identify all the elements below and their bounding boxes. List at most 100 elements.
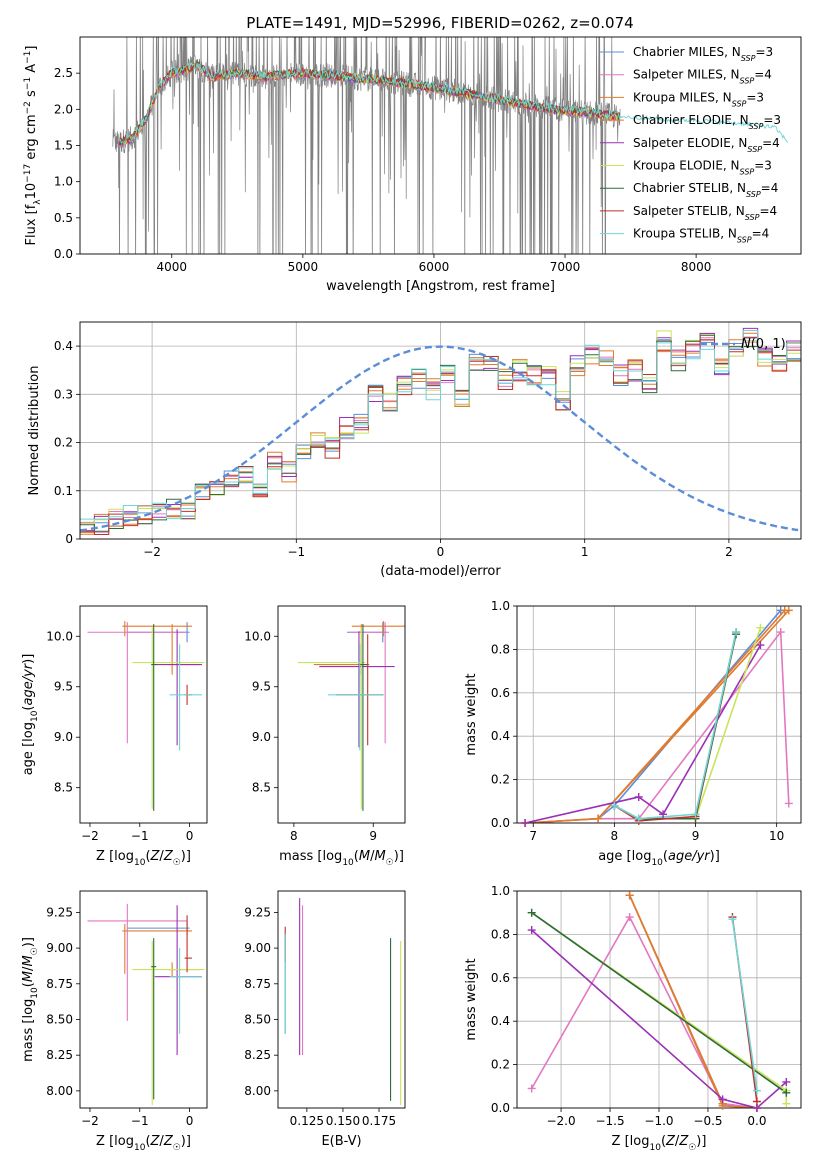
figure-title: PLATE=1491, MJD=52996, FIBERID=0262, z=0… [246,14,633,32]
mass-weight-vs-age-ylabel: mass weight [464,673,479,755]
y-tick-label: 8.5 [54,781,73,795]
series-salpeter-miles-marker [527,1084,536,1093]
mass-vs-z-xlabel: Z [log10(Z/Z☉)] [96,1134,191,1153]
spectrum-xlabel: wavelength [Angstrom, rest frame] [326,279,555,294]
y-tick-label: 0.2 [491,773,510,787]
legend-label: Chabrier ELODIE, NSSP=3 [633,113,781,131]
mass-weight-vs-z-axes: −2.0 −1.5 −1.0 −0.5 0.0 0.0 0.2 0.4 0.6 0.8 1.0 [491,884,802,1128]
x-tick-label: −1 [131,829,149,843]
histogram-salpeter-elodie [80,327,801,532]
series-chabrier-stelib-line [531,912,787,1094]
x-tick-label: −1.5 [595,1114,624,1128]
series-chabrier-elodie-line [525,609,786,823]
series-chabrier-stelib-marker [782,1088,791,1097]
model-spectrum-salpeter-stelib [118,62,620,146]
y-tick-label: 8.00 [46,1084,73,1098]
series-salpeter-elodie-marker [782,1077,791,1086]
y-tick-label: 8.25 [46,1048,73,1062]
age-vs-mass-plot-area [297,621,405,811]
y-tick-label: 8.75 [46,977,73,991]
series-chabrier-elodie-marker [594,814,603,823]
axes-frame [79,890,208,1109]
x-tick-label: −2 [81,1114,99,1128]
normal-distribution-curve [80,345,799,532]
series-salpeter-elodie-marker [527,926,536,935]
series-chabrier-elodie-marker [780,606,789,615]
mass-vs-ebv-xlabel: E(B-V) [321,1134,361,1149]
y-tick-label: 10.0 [46,629,73,643]
age-vs-z-axes: −2 −1 0 8.5 9.0 9.5 10.0 [46,605,208,843]
y-tick-label: 8.50 [244,1012,271,1026]
y-tick-label: 0.2 [491,1058,510,1072]
x-tick-label: 8000 [681,260,712,274]
histogram-kroupa-stelib [80,330,801,520]
age-vs-z-ylabel: age [log10(age/yr)] [21,654,40,776]
series-chabrier-miles-line [628,894,757,1108]
y-tick-label: 9.5 [54,680,73,694]
axes-frame [79,36,802,255]
x-tick-label: 0 [186,829,194,843]
x-tick-label: 8 [611,829,619,843]
series-salpeter-miles-marker [784,799,793,808]
y-tick-label: 0.0 [491,1101,510,1115]
x-tick-label: 0.150 [326,1114,360,1128]
axes-frame [277,605,406,824]
histogram-legend-label: N(0, 1) [741,337,786,352]
legend-label: Chabrier STELIB, NSSP=4 [633,181,778,199]
series-salpeter-elodie-marker [756,641,765,650]
data-spectrum [112,37,621,254]
spectrum-ylabel: Flux [fλ10−17 erg cm−2 s−1 A−1] [23,46,43,246]
series-kroupa-elodie-marker [782,1099,791,1108]
y-tick-label: 9.00 [46,941,73,955]
y-tick-label: 8.75 [244,977,271,991]
x-tick-label: 1 [581,545,589,559]
x-tick-label: 6000 [419,260,450,274]
y-tick-label: 0.1 [54,484,73,498]
mass-weight-vs-z-plot-area [517,891,801,1108]
x-tick-label: −1 [287,545,305,559]
legend-label: Kroupa MILES, NSSP=3 [633,90,764,108]
y-tick-label: 8.5 [252,781,271,795]
legend-label: Chabrier MILES, NSSP=3 [633,45,773,63]
axes-frame [277,890,406,1109]
y-tick-label: 9.0 [54,730,73,744]
mass-vs-z-plot-area [87,903,205,1106]
x-tick-label: 8 [290,829,298,843]
y-tick-label: 0.0 [54,247,73,261]
axes-frame [79,605,208,824]
histogram-chabrier-elodie [80,332,801,533]
model-spectrum-kroupa-stelib [119,62,789,145]
series-kroupa-stelib-line [731,919,758,1091]
x-tick-label: 7000 [550,260,581,274]
y-tick-label: 0.4 [491,729,510,743]
x-tick-label: 0.125 [290,1114,324,1128]
x-tick-label: 0 [186,1114,194,1128]
legend-label: Salpeter STELIB, NSSP=4 [633,204,777,222]
x-tick-label: −2 [143,545,161,559]
series-kroupa-stelib-marker [610,801,619,810]
y-tick-label: 8.00 [244,1084,271,1098]
spectrum-legend: Chabrier MILES, NSSP=3 Salpeter MILES, NS… [600,45,781,244]
age-vs-z-plot-area [87,621,205,811]
series-kroupa-elodie-marker [756,623,765,632]
x-tick-label: 0.175 [362,1114,396,1128]
series-salpeter-stelib-marker [752,1097,761,1106]
y-tick-label: 0.4 [491,1014,510,1028]
x-tick-label: 5000 [288,260,319,274]
mass-weight-vs-z-ylabel: mass weight [464,958,479,1040]
mass-vs-ebv-axes: 0.125 0.150 0.175 8.00 8.25 8.50 8.75 9.00 9.25 [244,890,406,1128]
age-vs-z-xlabel: Z [log10(Z/Z☉)] [96,849,191,868]
y-tick-label: 10.0 [244,629,271,643]
x-tick-label: 4000 [156,260,187,274]
y-tick-label: 0.4 [54,339,73,353]
mass-weight-vs-age-plot-area [517,606,801,823]
residual-histogram-axes: −2 −1 0 1 2 0 0.1 0.2 0.3 0.4 [54,321,802,559]
histogram-kroupa-elodie [80,330,801,524]
y-tick-label: 8.25 [244,1048,271,1062]
y-tick-label: 9.25 [46,905,73,919]
mass-vs-z-ylabel: mass [log10(M/M☉)] [21,937,40,1062]
x-tick-label: −2.0 [546,1114,575,1128]
histogram-xlabel: (data-model)/error [380,564,501,579]
y-tick-label: 2.5 [54,66,73,80]
